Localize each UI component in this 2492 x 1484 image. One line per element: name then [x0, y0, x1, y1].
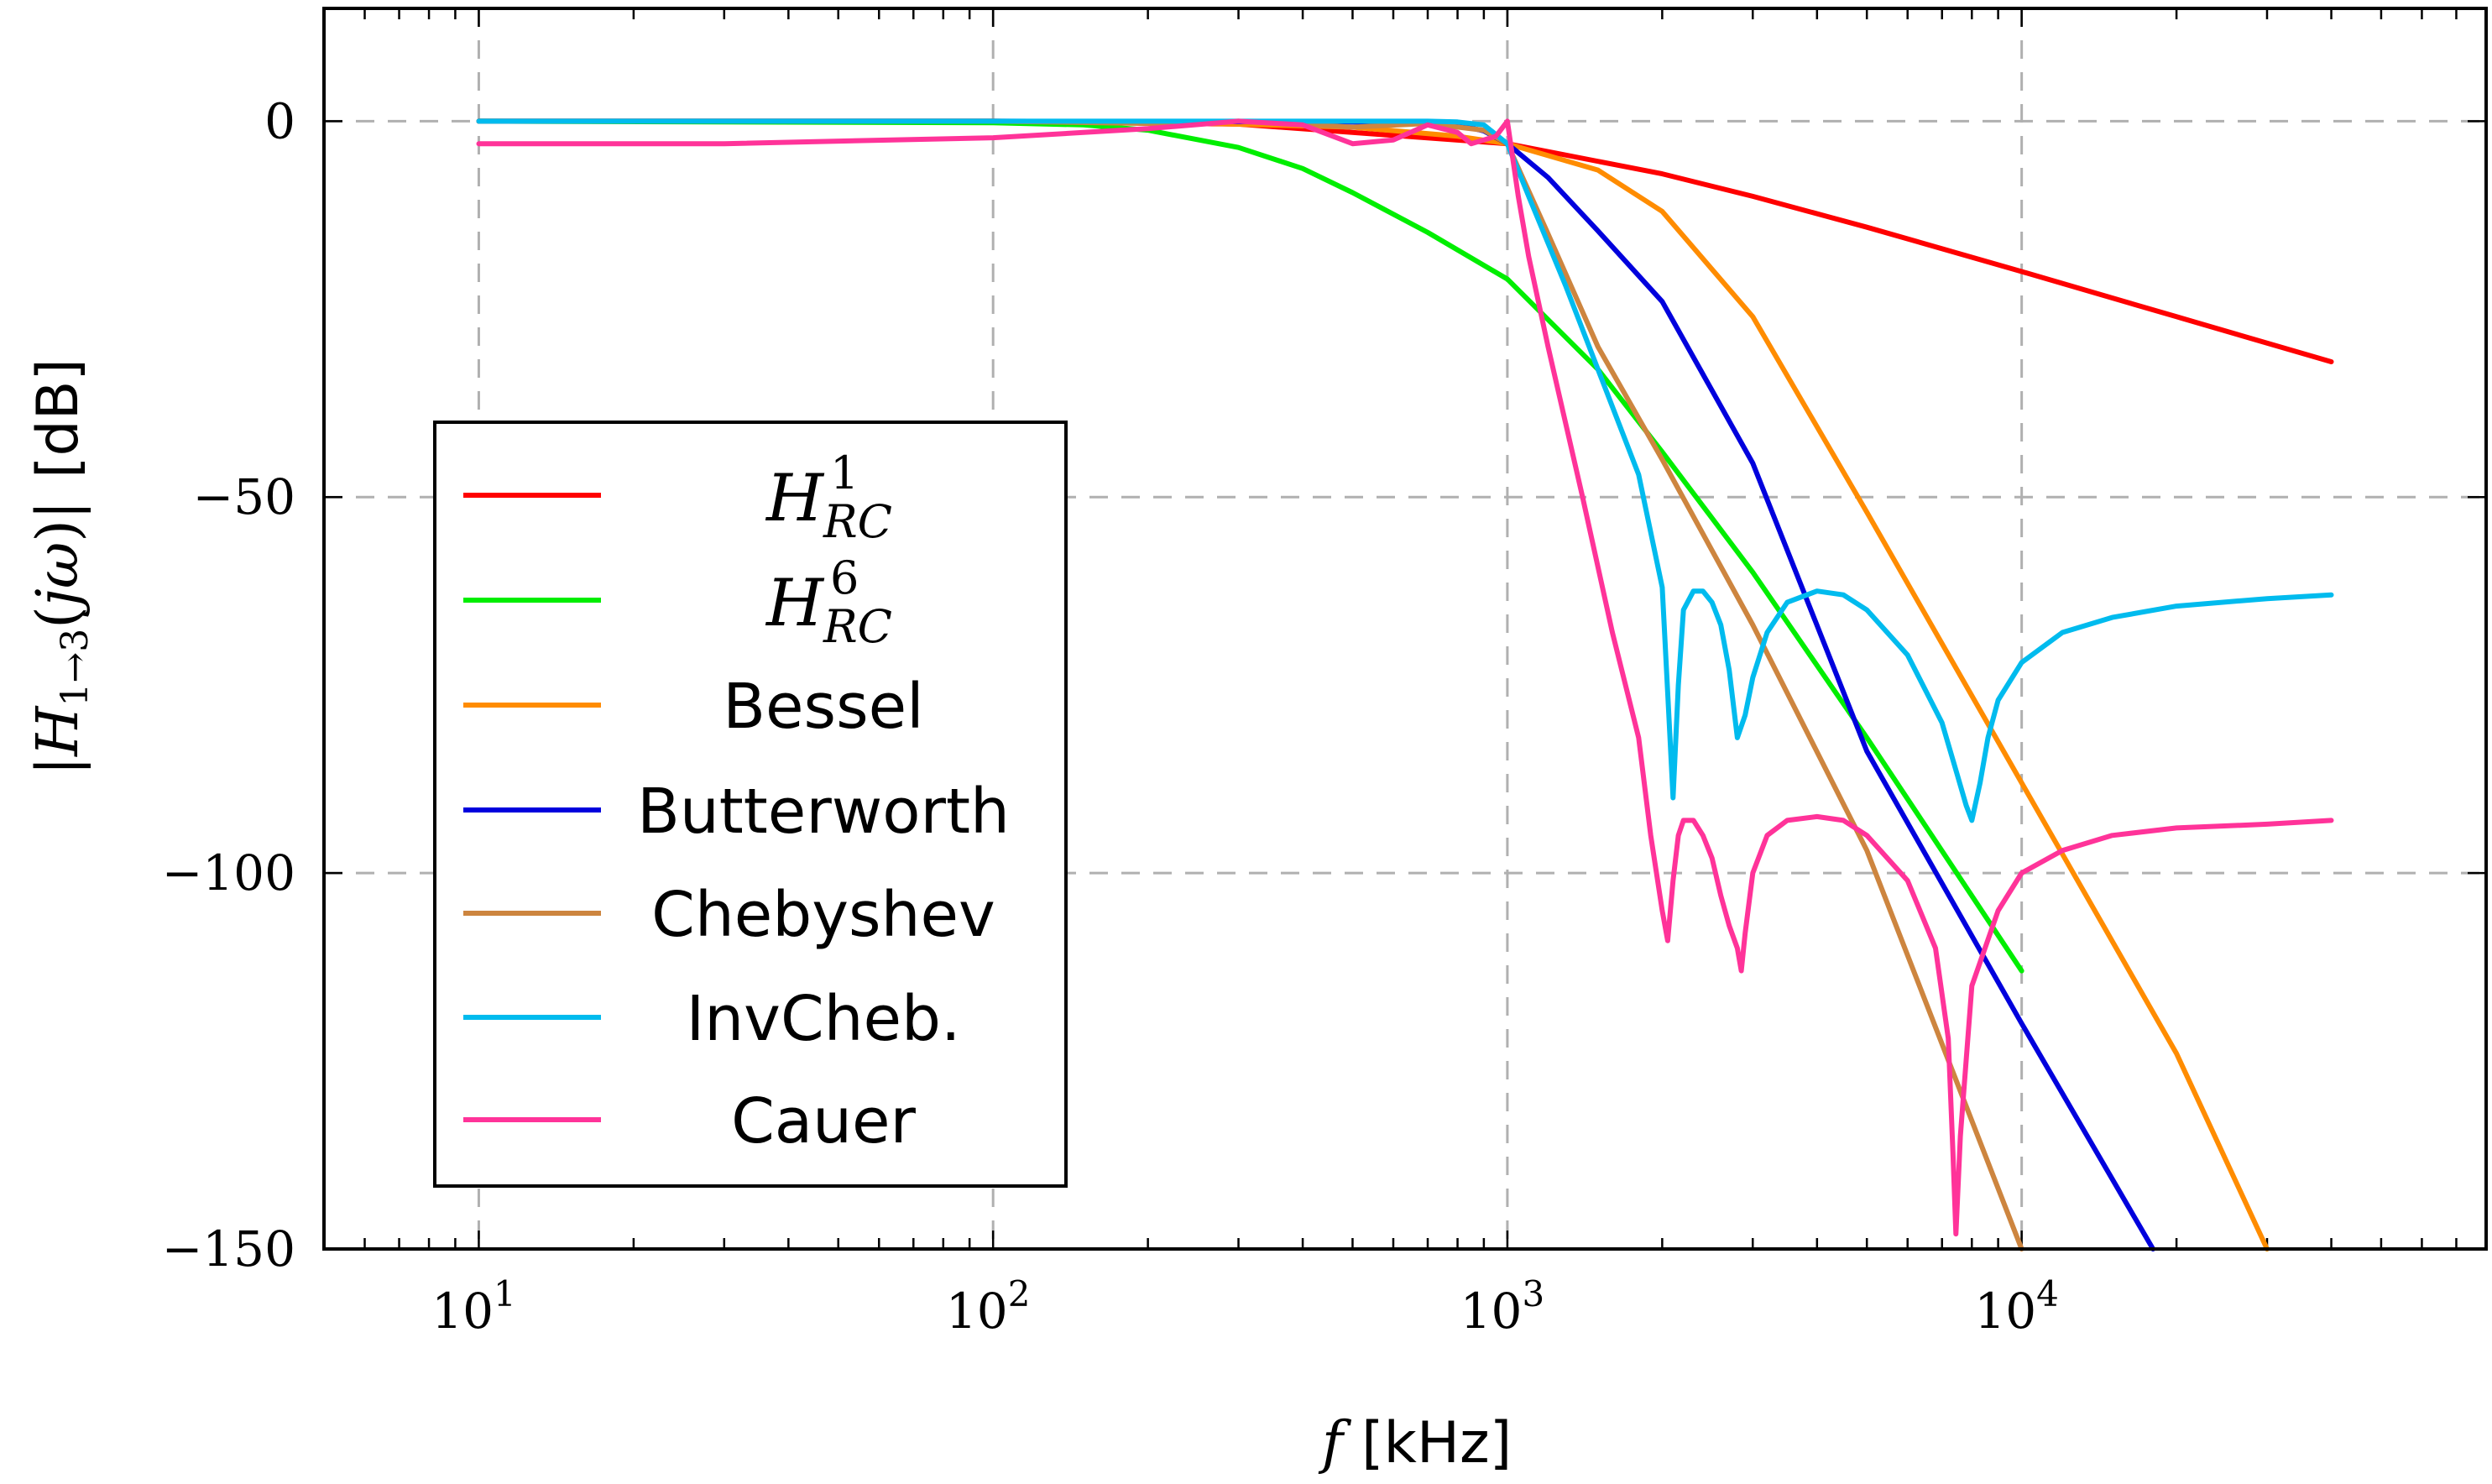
y-axis-title: |H1→3(jω)| — [25, 500, 97, 776]
legend-item: Cauer — [463, 1085, 917, 1157]
tick-labels: 101 102 103 104 0 −50 −100 −150 — [162, 92, 2059, 1340]
y-axis-unit: [dB] — [25, 358, 91, 478]
y-tick-label: −150 — [162, 1220, 295, 1278]
legend-label: InvCheb. — [686, 983, 960, 1055]
legend-box — [433, 421, 1068, 1188]
series-line-invcheb- — [476, 118, 2334, 823]
series-line-h-rc — [476, 118, 2334, 364]
legend-item: H 6RC — [463, 551, 892, 653]
y-tick-label: −50 — [193, 468, 295, 525]
y-tick-label: 0 — [264, 92, 295, 149]
x-axis-unit: [kHz] — [1361, 1410, 1512, 1476]
legend-label-sub: RC — [823, 600, 892, 653]
series-line-cauer — [476, 118, 2334, 1237]
legend-label-sub: RC — [823, 495, 892, 548]
legend-label: Bessel — [723, 671, 924, 743]
legend-label: Butterworth — [637, 776, 1010, 848]
legend-item: InvCheb. — [463, 983, 961, 1055]
x-axis-label: f [kHz] — [1318, 1410, 1512, 1476]
legend-label: H — [765, 461, 825, 536]
legend-label: H — [765, 566, 825, 641]
x-axis-symbol: f — [1318, 1410, 1352, 1476]
y-tick-label: −100 — [162, 844, 295, 901]
legend-label-sup: 6 — [830, 551, 859, 604]
legend-label-sup: 1 — [830, 447, 859, 499]
plot-frame — [322, 7, 2488, 1251]
legend-item: H 1RC — [463, 447, 892, 548]
legend-label: Cauer — [731, 1085, 916, 1157]
x-tick-label: 104 — [1974, 1273, 2059, 1340]
legend-label: Chebyshev — [651, 879, 995, 951]
minor-ticks — [322, 8, 2488, 1251]
x-tick-label: 101 — [431, 1273, 516, 1340]
legend-item: Bessel — [463, 671, 924, 743]
series-line-h-rc — [476, 118, 2024, 974]
legend-item: Butterworth — [463, 776, 1010, 848]
x-tick-label: 102 — [946, 1273, 1031, 1340]
x-tick-label: 103 — [1460, 1273, 1545, 1340]
series-lines — [476, 118, 2334, 1251]
y-axis-label: |H1→3(jω)| [dB] — [25, 358, 97, 776]
legend-item: Chebyshev — [463, 879, 995, 951]
